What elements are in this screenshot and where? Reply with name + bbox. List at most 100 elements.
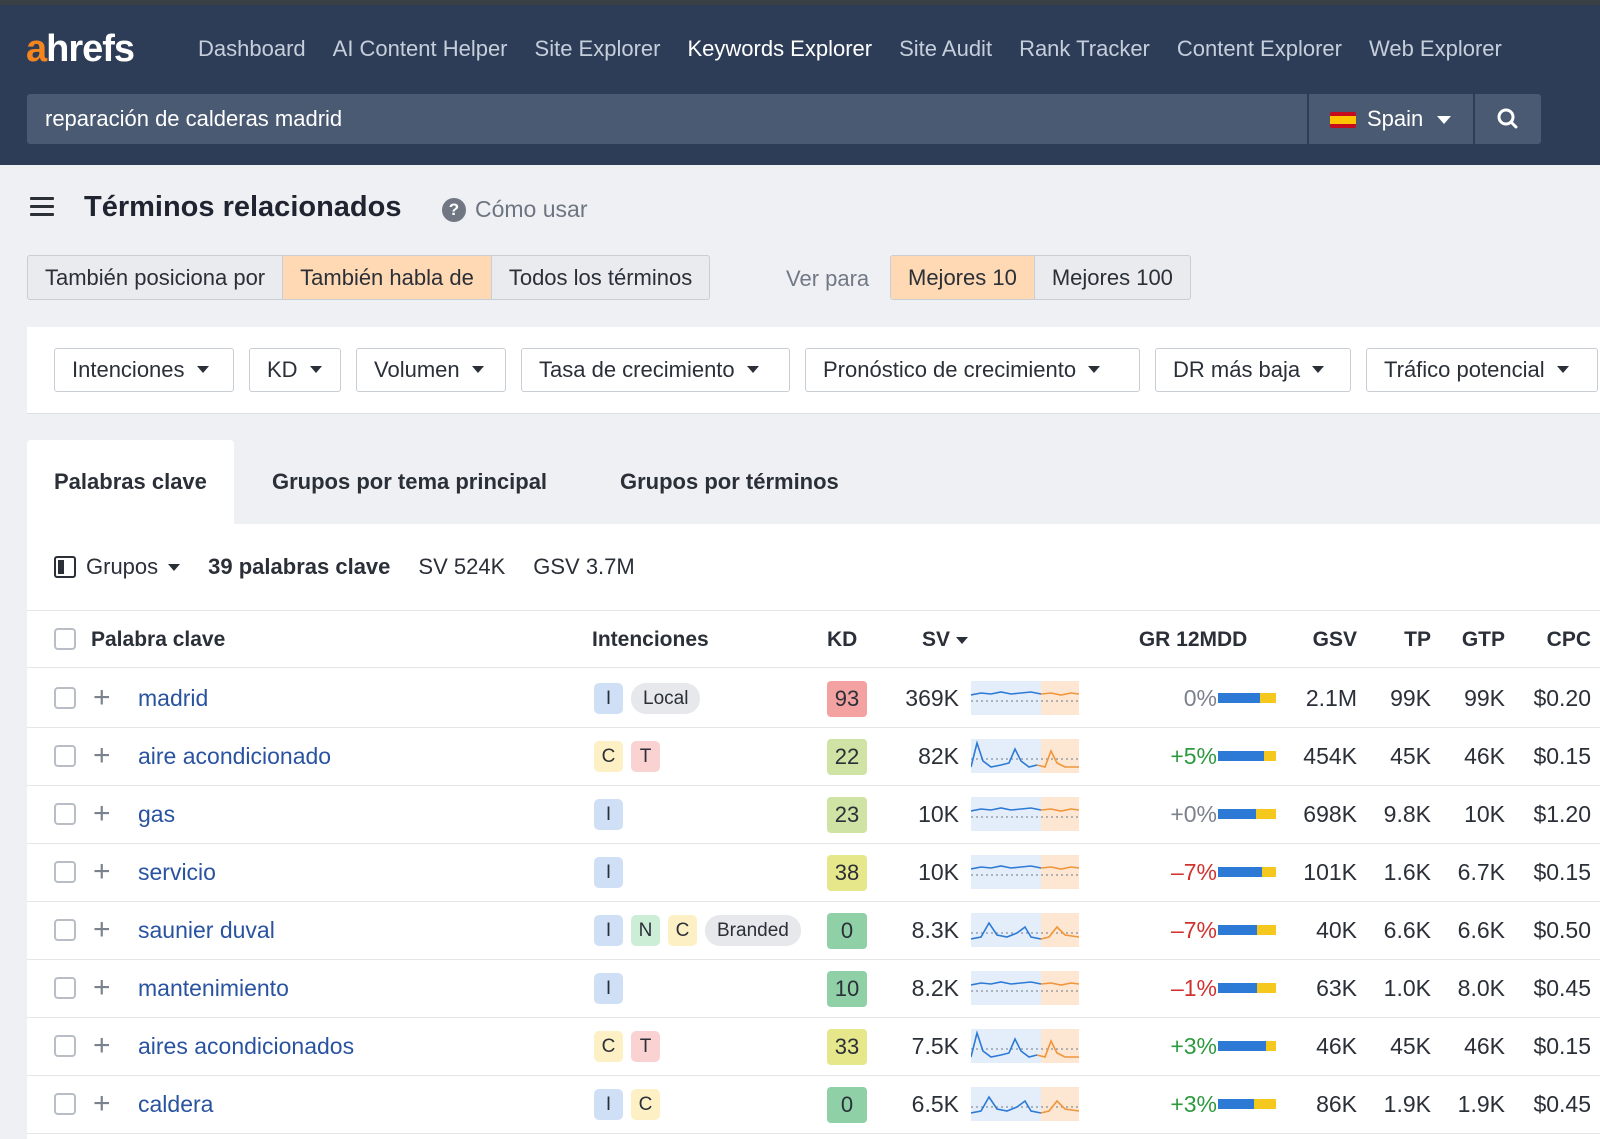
keyword-link[interactable]: caldera bbox=[138, 1091, 214, 1117]
row-checkbox[interactable] bbox=[54, 977, 76, 999]
table-row[interactable]: + servicio I 38 10K –7% 101K 1.6K 6.7K $0.15 bbox=[27, 843, 1600, 902]
add-to-list-icon[interactable]: + bbox=[93, 681, 111, 714]
table-row[interactable]: + mantenimiento I 10 8.2K –1% 63K 1.0K 8.0K $0.45 bbox=[27, 959, 1600, 1018]
mode-all-terms[interactable]: Todos los términos bbox=[508, 265, 693, 290]
ahrefs-logo[interactable]: ahrefs bbox=[26, 28, 135, 70]
col-intents[interactable]: Intenciones bbox=[592, 628, 709, 651]
col-cpc[interactable]: CPC bbox=[1546, 628, 1591, 651]
gtp-value: 1.9K bbox=[1457, 1091, 1505, 1117]
col-gsv[interactable]: GSV bbox=[1312, 628, 1357, 651]
nav-site-explorer[interactable]: Site Explorer bbox=[534, 36, 661, 61]
filter-traffic-potential[interactable]: Tráfico potencial bbox=[1366, 348, 1598, 392]
filter-lowest-dr[interactable]: DR más baja bbox=[1155, 348, 1351, 392]
chevron-down-icon bbox=[1088, 365, 1101, 373]
add-to-list-icon[interactable]: + bbox=[93, 1029, 111, 1062]
col-keyword[interactable]: Palabra clave bbox=[91, 628, 226, 651]
tab-parent-topic-groups[interactable]: Grupos por tema principal bbox=[272, 469, 548, 494]
groups-dropdown[interactable]: Grupos bbox=[86, 554, 159, 579]
filter-kd[interactable]: KD bbox=[249, 348, 341, 392]
tp-value: 1.6K bbox=[1383, 859, 1431, 885]
keyword-link[interactable]: aire acondicionado bbox=[138, 743, 332, 769]
mode-also-ranks-for[interactable]: También posiciona por bbox=[28, 256, 284, 299]
intent-badges: I Local bbox=[594, 683, 701, 714]
col-sv[interactable]: SV bbox=[922, 628, 969, 652]
row-checkbox[interactable] bbox=[54, 1093, 76, 1115]
col-tp[interactable]: TP bbox=[1404, 628, 1431, 651]
search-button[interactable] bbox=[1475, 94, 1541, 144]
search-query-text: reparación de calderas madrid bbox=[45, 106, 343, 131]
nav-content-explorer[interactable]: Content Explorer bbox=[1176, 36, 1342, 61]
sv-value: 369K bbox=[905, 685, 959, 711]
sparkline-forecast-line bbox=[1040, 982, 1079, 986]
row-checkbox[interactable] bbox=[54, 861, 76, 883]
row-checkbox[interactable] bbox=[54, 687, 76, 709]
help-icon[interactable]: ? bbox=[442, 198, 466, 222]
sv-value: 10K bbox=[918, 859, 959, 885]
gsv-value: 46K bbox=[1316, 1033, 1357, 1059]
filter-intents[interactable]: Intenciones bbox=[54, 348, 234, 392]
row-checkbox[interactable] bbox=[54, 803, 76, 825]
table-row[interactable]: + gas I 23 10K +0% 698K 9.8K 10K $1.20 bbox=[27, 785, 1600, 844]
add-to-list-icon[interactable]: + bbox=[93, 913, 111, 946]
keyword-link[interactable]: saunier duval bbox=[138, 917, 275, 943]
menu-icon[interactable] bbox=[30, 197, 54, 217]
filter-volume[interactable]: Volumen bbox=[356, 348, 506, 392]
filter-growth-forecast[interactable]: Pronóstico de crecimiento bbox=[805, 348, 1140, 392]
sparkline-forecast-bg bbox=[1041, 797, 1079, 831]
tp-value: 99K bbox=[1390, 685, 1431, 711]
tab-keywords[interactable]: Palabras clave bbox=[27, 440, 234, 524]
keyword-link[interactable]: aires acondicionados bbox=[138, 1033, 355, 1059]
col-kd[interactable]: KD bbox=[827, 628, 858, 651]
keyword-search-input[interactable]: reparación de calderas madrid bbox=[27, 94, 1307, 144]
select-all-checkbox[interactable] bbox=[54, 628, 76, 650]
nav-web-explorer[interactable]: Web Explorer bbox=[1368, 36, 1502, 61]
add-to-list-icon[interactable]: + bbox=[93, 739, 111, 772]
top-100-button[interactable]: Mejores 100 bbox=[1051, 265, 1173, 290]
table-row[interactable]: + saunier duval I N C Branded 0 8.3K –7% 40K 6.6K 6… bbox=[27, 901, 1600, 960]
sv-value: 82K bbox=[918, 743, 959, 769]
gsv-value: 86K bbox=[1316, 1091, 1357, 1117]
col-growth[interactable]: GR 12M bbox=[1138, 628, 1217, 651]
nav-rank-tracker[interactable]: Rank Tracker bbox=[1019, 36, 1150, 61]
results-panel bbox=[27, 524, 1600, 1139]
keyword-link[interactable]: mantenimiento bbox=[138, 975, 289, 1001]
row-checkbox[interactable] bbox=[54, 745, 76, 767]
mode-also-talks-about[interactable]: También habla de bbox=[283, 256, 492, 299]
table-row[interactable]: + caldera I C 0 6.5K +3% 86K 1.9K 1.9K $0.45 bbox=[27, 1075, 1600, 1134]
nav-keywords-explorer[interactable]: Keywords Explorer bbox=[687, 36, 873, 61]
keyword-link[interactable]: servicio bbox=[138, 859, 216, 885]
filter-growth-rate[interactable]: Tasa de crecimiento bbox=[521, 348, 790, 392]
difficulty-distribution-bar bbox=[1218, 693, 1276, 703]
table-row[interactable]: + aire acondicionado C T 22 82K +5% 454K 45K 46K $… bbox=[27, 727, 1600, 786]
add-to-list-icon[interactable]: + bbox=[93, 797, 111, 830]
intent-badge: I bbox=[594, 683, 623, 714]
nav-ai-content-helper[interactable]: AI Content Helper bbox=[332, 36, 508, 61]
top-10-button[interactable]: Mejores 10 bbox=[891, 256, 1035, 299]
sidebar-toggle-icon[interactable] bbox=[54, 556, 76, 578]
intent-badges: I bbox=[594, 857, 623, 888]
add-to-list-icon[interactable]: + bbox=[93, 855, 111, 888]
country-select[interactable]: Spain bbox=[1309, 94, 1473, 144]
table-row[interactable]: + aires acondicionados C T 33 7.5K +3% 46K 45K 46… bbox=[27, 1017, 1600, 1076]
gtp-value: 8.0K bbox=[1457, 975, 1505, 1001]
tab-term-groups[interactable]: Grupos por términos bbox=[620, 469, 839, 494]
col-gtp[interactable]: GTP bbox=[1461, 628, 1505, 651]
keyword-link[interactable]: gas bbox=[138, 801, 176, 827]
volume-trend-sparkline bbox=[971, 1087, 1079, 1121]
how-to-use-link[interactable]: Cómo usar bbox=[475, 196, 588, 222]
col-dd[interactable]: DD bbox=[1217, 628, 1248, 651]
nav-dashboard[interactable]: Dashboard bbox=[198, 36, 306, 61]
nav-site-audit[interactable]: Site Audit bbox=[899, 36, 993, 61]
row-checkbox[interactable] bbox=[54, 1035, 76, 1057]
gtp-value: 6.6K bbox=[1457, 917, 1505, 943]
sparkline-forecast-line bbox=[1036, 1039, 1079, 1058]
add-to-list-icon[interactable]: + bbox=[93, 971, 111, 1004]
add-to-list-icon[interactable]: + bbox=[93, 1087, 111, 1120]
kd-badge: 10 bbox=[827, 971, 867, 1007]
row-checkbox[interactable] bbox=[54, 919, 76, 941]
cpc-value: $0.15 bbox=[1533, 743, 1591, 769]
gsv-value: 454K bbox=[1303, 743, 1357, 769]
table-row[interactable]: + madrid I Local 93 369K 0% 2.1M 99K 99K $0.20 bbox=[27, 669, 1600, 728]
keyword-link[interactable]: madrid bbox=[138, 685, 209, 711]
